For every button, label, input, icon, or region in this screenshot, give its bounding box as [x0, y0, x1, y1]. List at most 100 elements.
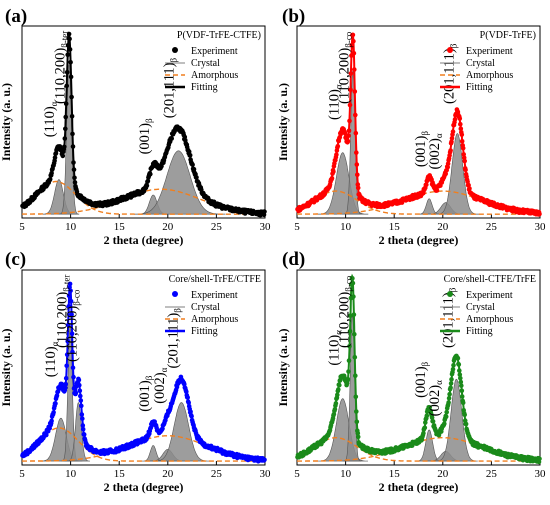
- legend-marker: [172, 291, 178, 297]
- plot-frame: [21, 25, 266, 219]
- x-tick-label: 20: [162, 468, 174, 480]
- legend-marker: [172, 47, 178, 53]
- x-tick-label: 5: [294, 468, 300, 480]
- crystal-peak: [59, 63, 80, 215]
- y-axis-title: Intensity (a. u.): [0, 328, 13, 406]
- panel-letter: (b): [282, 6, 305, 27]
- amorphous-halo: [296, 437, 540, 462]
- crystal-peak: [131, 150, 226, 215]
- x-tick-label: 25: [211, 221, 223, 233]
- peak-label: (002)α: [427, 380, 444, 416]
- peak-label: (110,200)β-co: [64, 289, 81, 362]
- peak-label: (201,111)β: [162, 57, 179, 118]
- x-tick-label: 5: [19, 468, 25, 480]
- plot-frame: [21, 269, 266, 466]
- x-axis-title: 2 theta (degree): [379, 480, 459, 494]
- x-tick-label: 25: [211, 468, 223, 480]
- x-tick-label: 5: [19, 221, 25, 233]
- panel-letter: (a): [5, 6, 27, 27]
- peak-label: (001)β: [137, 375, 154, 411]
- x-tick-label: 30: [535, 468, 547, 480]
- chart-panel-a: (a) 5 10 15 20 25 30 2 theta (degree) Intensity …: [0, 6, 271, 247]
- crystal-peak: [344, 69, 362, 215]
- x-tick-label: 15: [114, 221, 126, 233]
- y-axis-title: Intensity (a. u.): [276, 83, 290, 161]
- chart-panel-d: (d) 5 10 15 20 25 30 2 theta (degree) Intensity …: [276, 249, 546, 494]
- experiment-series: [295, 32, 542, 217]
- crystal-peak: [317, 398, 368, 462]
- y-axis-title: Intensity (a. u.): [276, 328, 290, 406]
- x-tick-label: 15: [114, 468, 126, 480]
- crystal-peak: [435, 378, 478, 462]
- fitting-curve: [296, 273, 541, 462]
- x-tick-label: 10: [340, 221, 352, 233]
- chart-panel-b: (b) 5 10 15 20 25 30 2 theta (degree) Intensity …: [276, 6, 546, 247]
- legend-label: Experiment: [191, 290, 238, 301]
- fitting-curve: [21, 281, 266, 461]
- legend-label: Fitting: [466, 82, 493, 93]
- legend-label: Crystal: [191, 58, 220, 69]
- chart-panel-c: (c) 5 10 15 20 25 30 2 theta (degree) Intensity …: [0, 249, 271, 494]
- x-axis-title: 2 theta (degree): [104, 233, 184, 247]
- legend-label: Crystal: [466, 302, 495, 313]
- legend-marker: [447, 47, 453, 53]
- legend-title: P(VDF-TrFE-CTFE): [177, 30, 261, 41]
- peak-label: (110,200)β-co: [336, 275, 353, 348]
- plot-frame: [296, 269, 541, 466]
- crystal-peak: [152, 402, 211, 462]
- legend-label: Fitting: [191, 326, 218, 337]
- x-tick-label: 30: [260, 468, 272, 480]
- legend-label: Amorphous: [466, 314, 513, 325]
- x-tick-label: 5: [294, 221, 300, 233]
- peak-label: (110)α: [327, 330, 344, 366]
- x-tick-label: 15: [389, 221, 401, 233]
- panel-letter: (c): [5, 249, 26, 270]
- x-tick-label: 20: [437, 221, 449, 233]
- legend-label: Fitting: [191, 82, 218, 93]
- fitting-curve: [296, 32, 540, 215]
- legend-label: Crystal: [466, 58, 495, 69]
- x-tick-label: 25: [486, 468, 498, 480]
- legend-title: Core/shell-CTFE/TrFE: [444, 274, 536, 285]
- peak-label: (110,200)β-ter: [53, 31, 70, 104]
- legend-label: Experiment: [466, 290, 513, 301]
- peak-label: (002)α: [152, 367, 169, 403]
- peak-label: (001)β: [137, 118, 154, 154]
- amorphous-halo: [21, 427, 265, 462]
- x-tick-label: 20: [162, 221, 174, 233]
- x-tick-label: 10: [340, 468, 352, 480]
- legend-title: Core/shell-TrFE/CTFE: [169, 274, 261, 285]
- x-tick-label: 30: [535, 221, 547, 233]
- x-tick-label: 10: [65, 221, 77, 233]
- peak-label: (201,111)β: [440, 287, 457, 348]
- peak-label: (201,111)β: [441, 43, 458, 104]
- crystal-peak: [317, 152, 369, 215]
- peak-label: (110)α: [42, 101, 59, 137]
- peak-label: (110)α: [43, 341, 60, 377]
- plot-frame: [296, 25, 541, 219]
- legend-marker: [447, 291, 453, 297]
- legend-label: Amorphous: [191, 70, 238, 81]
- legend-label: Experiment: [191, 46, 238, 57]
- legend-label: Amorphous: [466, 70, 513, 81]
- x-axis-title: 2 theta (degree): [104, 480, 184, 494]
- peak-label: (001)β: [413, 361, 430, 397]
- crystal-peak: [435, 133, 480, 215]
- experiment-point: [60, 153, 66, 159]
- legend-label: Fitting: [466, 326, 493, 337]
- y-axis-title: Intensity (a. u.): [0, 83, 13, 161]
- peak-label: (110)α: [327, 84, 344, 120]
- peak-label: (110,200)β-co: [336, 31, 353, 104]
- x-tick-label: 25: [486, 221, 498, 233]
- legend-title: P(VDF-TrFE): [480, 30, 536, 41]
- fitting-curve: [21, 31, 266, 215]
- legend-label: Amorphous: [191, 314, 238, 325]
- x-tick-label: 15: [389, 468, 401, 480]
- panel-letter: (d): [282, 249, 305, 270]
- x-axis-title: 2 theta (degree): [379, 233, 459, 247]
- amorphous-halo: [296, 190, 540, 215]
- peak-label: (002)α: [427, 133, 444, 169]
- x-tick-label: 10: [65, 468, 77, 480]
- peak-label: (001)β: [413, 131, 430, 167]
